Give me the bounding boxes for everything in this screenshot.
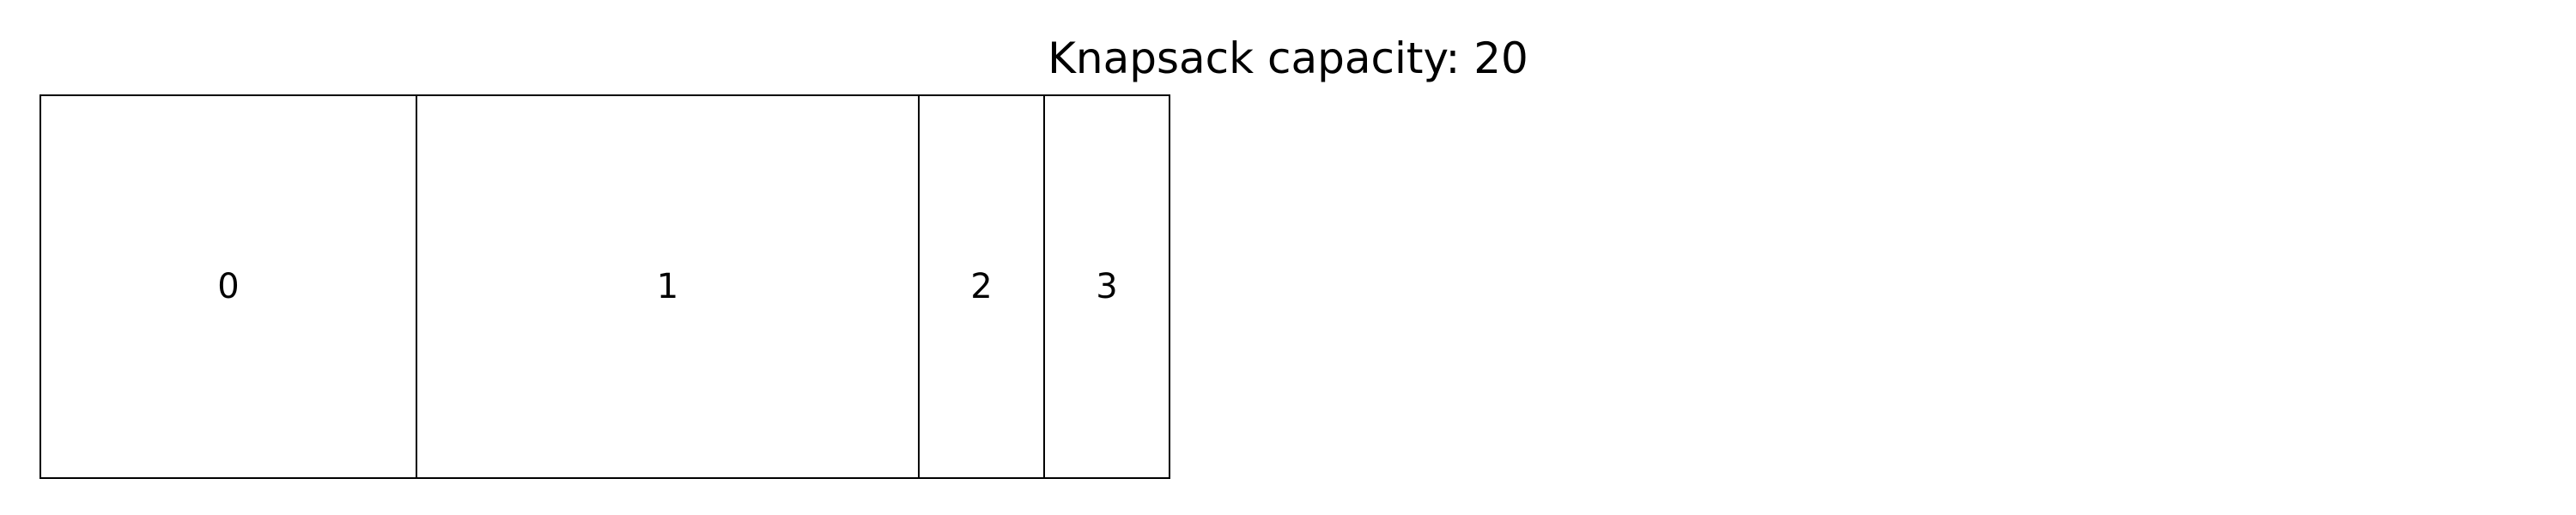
knapsack-item-1-label: 1: [656, 267, 679, 306]
knapsack-item-0-label: 0: [217, 267, 240, 306]
knapsack-item-2: 2: [918, 94, 1045, 479]
knapsack-item-3: 3: [1043, 94, 1170, 479]
knapsack-capacity-title: Knapsack capacity: 20: [1048, 33, 1528, 83]
knapsack-item-2-label: 2: [970, 267, 993, 306]
knapsack-item-1: 1: [416, 94, 920, 479]
knapsack-item-3-label: 3: [1096, 267, 1118, 306]
knapsack-item-0: 0: [39, 94, 417, 479]
